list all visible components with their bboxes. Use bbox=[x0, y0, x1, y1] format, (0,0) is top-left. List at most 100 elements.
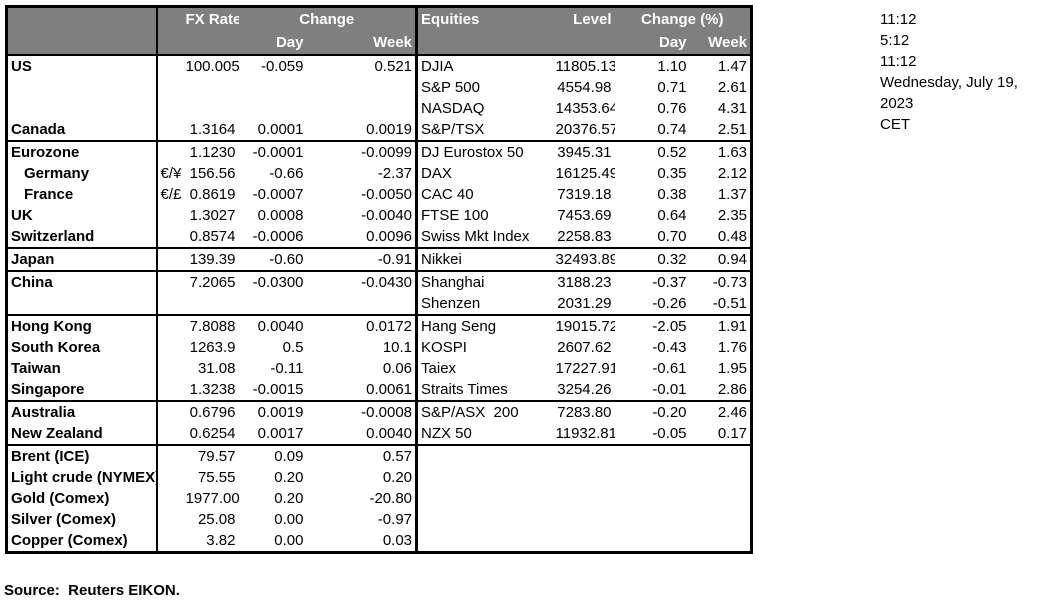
country-cell: Eurozone bbox=[6, 140, 158, 163]
equity-name-subheader-blank bbox=[416, 31, 553, 56]
currency-pair-cell: €/£ bbox=[160, 186, 182, 203]
country-cell: Taiwan bbox=[6, 358, 158, 379]
currency-pair-cell bbox=[156, 247, 183, 271]
fx-day-change-cell: -0.11 bbox=[270, 360, 304, 377]
fx-day-change-cell bbox=[239, 98, 307, 119]
table-row: Silver (Comex) 25.08 0.00 -0.97 bbox=[6, 509, 752, 530]
table-row: S&P 500 4554.98 0.71 2.61 bbox=[6, 77, 752, 98]
table-row: Taiwan 31.08 -0.11 0.06 Taiex 17227.91 -0.61 1.… bbox=[6, 358, 752, 379]
equity-name-cell bbox=[416, 444, 553, 467]
equity-day-change-cell: -0.43 bbox=[652, 339, 687, 356]
currency-pair-cell bbox=[157, 509, 183, 530]
currency-pair-cell bbox=[156, 314, 183, 337]
equity-week-change-cell: 2.51 bbox=[717, 121, 748, 138]
equity-level-cell: 16125.49 bbox=[555, 165, 615, 182]
equity-week-change-cell: 1.91 bbox=[689, 314, 752, 337]
equity-name-cell: NZX 50 bbox=[421, 425, 472, 442]
equity-name-cell bbox=[417, 488, 553, 509]
country-cell: Copper (Comex) bbox=[6, 530, 158, 553]
equity-day-change-cell: 0.52 bbox=[614, 140, 690, 163]
fx-rate-cell: 25.08 bbox=[197, 511, 236, 528]
fx-week-change-cell: -0.0099 bbox=[306, 140, 419, 163]
fx-day-change-cell: -0.60 bbox=[238, 247, 307, 271]
equity-change-header: Change (%) bbox=[614, 6, 752, 31]
equity-name-cell: KOSPI bbox=[421, 339, 467, 356]
table-row: Germany €/¥ 156.56 -0.66 -2.37 DAX 16125.49 0.3… bbox=[6, 163, 752, 184]
table-row: China 7.2065 -0.0300 -0.0430 Shanghai 3188.23… bbox=[6, 270, 752, 293]
country-cell: Germany bbox=[6, 163, 158, 184]
equity-name-cell: FTSE 100 bbox=[421, 207, 489, 224]
fx-rate-cell: 0.6796 bbox=[182, 400, 239, 423]
country-cell: France bbox=[6, 184, 158, 205]
fx-day-change-cell: 0.0040 bbox=[238, 314, 307, 337]
equity-level-cell: 11932.81 bbox=[555, 425, 615, 442]
fx-week-header: Week bbox=[306, 31, 419, 56]
country-cell bbox=[6, 77, 158, 98]
currency-pair-cell bbox=[157, 358, 183, 379]
market-summary-table: FX Rate* Change Equities Level Change (%… bbox=[5, 5, 754, 554]
equity-level-cell: 20376.57 bbox=[555, 121, 615, 138]
equity-day-change-cell: -0.26 bbox=[652, 295, 687, 312]
equity-name-cell: Swiss Mkt Index bbox=[421, 228, 530, 245]
currency-pair-cell bbox=[157, 379, 183, 401]
country-subheader-blank bbox=[6, 31, 158, 56]
equity-day-change-cell bbox=[615, 488, 690, 509]
fx-week-change-cell bbox=[306, 98, 419, 119]
equity-level-cell: 19015.72 bbox=[552, 314, 615, 337]
equity-week-change-cell: -0.51 bbox=[712, 295, 748, 312]
fx-day-change-cell: -0.0300 bbox=[238, 270, 307, 293]
fx-rate-cell: 79.57 bbox=[182, 444, 239, 467]
fx-rate-cell: 1263.9 bbox=[189, 339, 236, 356]
fx-rate-cell: 31.08 bbox=[197, 360, 236, 377]
country-cell: UK bbox=[6, 205, 158, 226]
fx-day-change-cell: 0.0008 bbox=[257, 207, 304, 224]
fx-week-change-cell: 0.20 bbox=[306, 467, 419, 488]
equity-name-cell: Nikkei bbox=[416, 247, 553, 271]
currency-pair-cell: €/¥ bbox=[160, 165, 182, 182]
fx-day-change-cell: -0.0001 bbox=[238, 140, 307, 163]
fx-week-change-cell: -0.0050 bbox=[306, 184, 419, 205]
currency-pair-cell bbox=[157, 98, 183, 119]
equity-day-change-cell bbox=[614, 444, 690, 467]
currency-pair-cell bbox=[156, 140, 183, 163]
fx-week-change-cell: -0.0008 bbox=[306, 400, 419, 423]
equity-level-cell: 11805.13 bbox=[555, 58, 615, 75]
fx-week-change-cell: 0.0096 bbox=[306, 226, 419, 248]
fx-rate-cell bbox=[183, 293, 239, 315]
equity-day-change-cell: -2.05 bbox=[614, 314, 690, 337]
equity-day-change-cell: 0.70 bbox=[657, 228, 687, 245]
equity-name-cell bbox=[417, 467, 553, 488]
fx-rate-header: FX Rate* bbox=[182, 6, 239, 31]
equity-name-cell: DJ Eurostox 50 bbox=[416, 140, 553, 163]
currency-pair-cell bbox=[157, 55, 183, 77]
equity-level-cell: 4554.98 bbox=[557, 79, 612, 96]
equity-level-cell: 2031.29 bbox=[557, 295, 612, 312]
fx-change-header: Change bbox=[238, 6, 419, 31]
table-row: US 100.005 -0.059 0.521 DJIA 11805.13 1.10 1.47 bbox=[6, 55, 752, 77]
fx-week-change-cell: 0.03 bbox=[306, 530, 419, 553]
equity-day-change-cell: 0.64 bbox=[657, 207, 687, 224]
equity-name-cell: Straits Times bbox=[421, 381, 508, 398]
fx-rate-cell: 156.56 bbox=[189, 165, 236, 182]
equity-level-cell bbox=[553, 488, 615, 509]
fx-day-change-cell: 0.20 bbox=[274, 469, 304, 486]
equity-week-change-cell: 1.63 bbox=[689, 140, 752, 163]
equity-week-change-cell: 1.95 bbox=[717, 360, 748, 377]
equity-level-subheader-blank bbox=[552, 31, 615, 56]
fx-day-change-cell: 0.0001 bbox=[257, 121, 304, 138]
equity-week-change-cell: 2.35 bbox=[717, 207, 748, 224]
equity-week-change-cell: 2.86 bbox=[717, 381, 748, 398]
currency-pair-cell bbox=[157, 205, 183, 226]
fx-day-header: Day bbox=[238, 31, 307, 56]
table-row: France €/£ 0.8619 -0.0007 -0.0050 CAC 40 7319.… bbox=[6, 184, 752, 205]
country-header-blank bbox=[6, 6, 158, 31]
currency-pair-cell bbox=[157, 293, 183, 315]
currency-pair-cell bbox=[156, 400, 183, 423]
fx-rate-cell: 0.8619 bbox=[189, 186, 236, 203]
header-row-2: Day Week Day Week bbox=[6, 31, 752, 56]
fx-week-change-cell: 0.57 bbox=[306, 444, 419, 467]
fx-week-change-cell: 0.0040 bbox=[306, 423, 419, 445]
equity-day-change-cell: 0.35 bbox=[657, 165, 687, 182]
equity-level-cell: 7453.69 bbox=[557, 207, 612, 224]
equity-week-change-cell: 2.12 bbox=[717, 165, 748, 182]
